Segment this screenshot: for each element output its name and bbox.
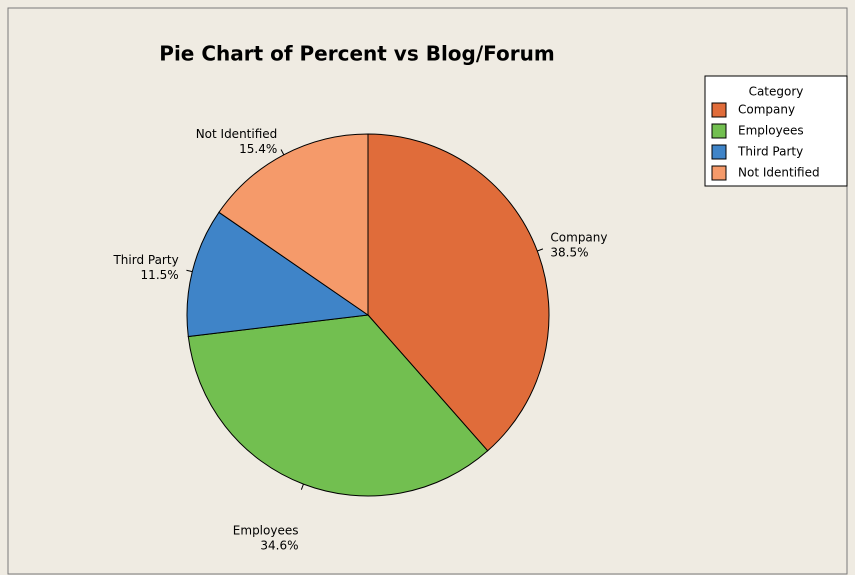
slice-label: Company [550, 231, 607, 245]
legend-label: Employees [738, 124, 804, 138]
slice-value-label: 34.6% [260, 539, 298, 553]
slice-value-label: 38.5% [550, 246, 588, 260]
chart-title: Pie Chart of Percent vs Blog/Forum [159, 42, 554, 66]
pie-slice [187, 314, 489, 497]
pie-slice [218, 133, 369, 316]
legend-label: Company [738, 103, 795, 117]
slice-label: Not Identified [196, 127, 278, 141]
leader-line [300, 483, 304, 490]
legend-swatch [711, 102, 727, 118]
leader-line [537, 248, 544, 252]
leader-line [280, 149, 285, 156]
legend-swatch [711, 144, 727, 160]
slice-value-label: 11.5% [141, 268, 179, 282]
slice-value-label: 15.4% [239, 142, 277, 156]
slice-label: Third Party [112, 253, 178, 267]
legend-box [704, 75, 848, 187]
slice-label: Employees [233, 524, 299, 538]
legend-title: Category [749, 85, 804, 99]
leader-line [186, 269, 193, 273]
legend-label: Third Party [737, 145, 803, 159]
pie-slice [367, 133, 550, 452]
legend-label: Not Identified [738, 166, 820, 180]
legend-swatch [711, 123, 727, 139]
legend-swatch [711, 165, 727, 181]
